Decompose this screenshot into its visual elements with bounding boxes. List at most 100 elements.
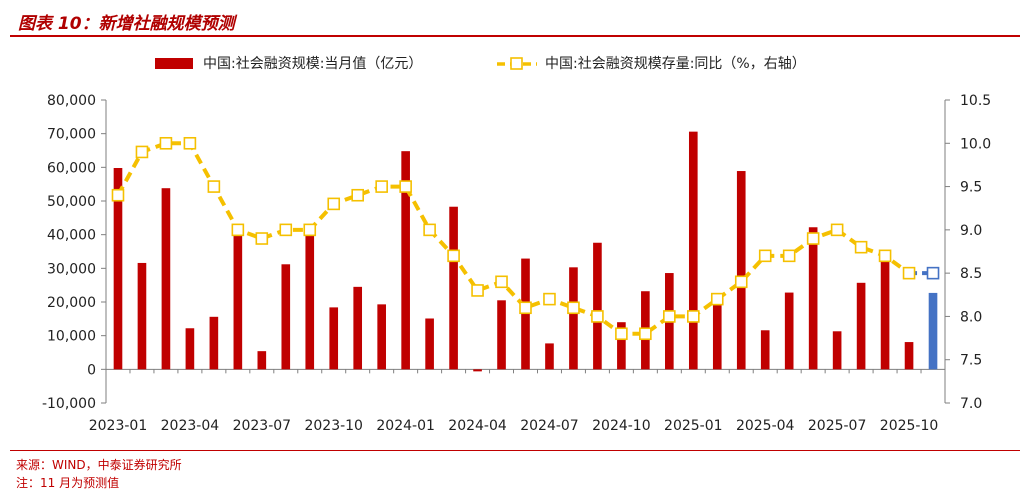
bar [497,300,506,370]
bar [736,171,746,370]
left-tick-label: 30,000 [47,261,96,277]
bar [281,264,291,370]
right-tick-label: 9.5 [960,180,982,196]
bar [185,328,195,370]
yoy-marker [543,292,556,306]
legend-label-bar: 中国:社会融资规模:当月值（亿元） [203,56,422,72]
yoy-marker [135,145,149,159]
bar [233,226,243,370]
bar [377,304,386,370]
bar [904,342,914,370]
bar [305,230,315,370]
yoy-marker [878,249,892,263]
left-tick-label: 0 [87,362,96,378]
line-series [111,136,940,341]
right-tick-label: 8.5 [960,266,982,282]
bar [545,343,554,370]
yoy-marker [423,223,436,237]
bar [425,318,434,370]
x-tick-label: 2025-07 [808,418,867,434]
yoy-marker [255,232,269,245]
left-tick-label: 60,000 [47,160,96,176]
left-tick-label: 80,000 [47,93,96,109]
bar-series [113,131,938,372]
x-tick-label: 2024-04 [448,418,507,434]
yoy-marker [207,180,221,193]
right-tick-label: 10.5 [960,93,991,109]
bar [401,151,410,370]
bar [617,322,626,370]
x-tick-label: 2024-01 [376,418,435,434]
legend-label-line: 中国:社会融资规模存量:同比（%，右轴） [545,56,806,72]
left-tick-label: 50,000 [47,194,96,210]
x-tick-label: 2023-07 [233,418,292,434]
x-tick-label: 2024-07 [520,418,579,434]
yoy-marker [710,292,724,306]
yoy-marker [375,180,388,193]
x-tick-label: 2023-10 [304,418,363,434]
yoy-marker [327,197,341,211]
yoy-marker [399,180,412,193]
yoy-marker [902,266,916,280]
yoy-marker [615,327,628,341]
bar [928,292,938,370]
bar [569,267,578,370]
forecast-note: 注：11 月为预测值 [16,476,120,490]
bar [113,168,123,370]
bar [449,206,458,370]
yoy-marker [686,310,700,323]
bar [712,293,722,370]
bar [161,188,171,370]
yoy-marker [303,223,317,237]
x-tick-label: 2025-10 [880,418,939,434]
figure-title: 图表 10：新增社融规模预测 [18,14,235,34]
x-tick-label: 2023-04 [161,418,220,434]
yoy-marker [231,223,245,237]
bar [808,227,818,370]
bar [593,242,602,370]
yoy-marker [854,240,868,254]
x-tick-label: 2024-10 [592,418,651,434]
yoy-marker [279,223,293,237]
bar [688,131,698,370]
left-tick-label: 40,000 [47,228,96,244]
right-tick-label: 9.0 [960,223,982,239]
x-tick-label: 2025-01 [664,418,723,434]
yoy-marker [806,232,820,245]
yoy-marker [351,188,365,202]
bar [137,262,147,370]
bar [329,307,339,370]
left-tick-label: -10,000 [42,396,96,412]
legend-bar-swatch [155,58,193,69]
right-tick-label: 10.0 [960,136,991,152]
yoy-marker [591,310,604,323]
bar [473,369,482,372]
yoy-line [116,141,911,336]
yoy-marker [495,275,508,289]
yoy-marker [111,188,125,202]
x-tick-label: 2025-04 [736,418,795,434]
bar [856,282,866,370]
yoy-marker [567,301,580,315]
axes: -10,000 0 10,000 20,000 30,000 40,000 50,000 60… [42,93,991,434]
bar [784,292,794,370]
yoy-marker [734,275,748,289]
bar [257,351,267,370]
yoy-marker [447,249,460,263]
bar [209,316,219,370]
source-note: 来源：WIND，中泰证券研究所 [16,458,182,472]
left-tick-label: 20,000 [47,295,96,311]
yoy-marker [183,136,197,150]
left-tick-label: 70,000 [47,127,96,143]
bar [880,250,890,370]
yoy-marker [782,249,796,263]
yoy-marker [519,301,532,315]
bar [353,286,363,370]
yoy-marker [758,249,772,263]
yoy-marker [159,136,173,150]
yoy-marker [471,284,484,297]
legend-marker-swatch [510,57,523,70]
yoy-marker [830,223,844,237]
legend: 中国:社会融资规模:当月值（亿元） 中国:社会融资规模存量:同比（%，右轴） [155,56,806,72]
bar [760,330,770,370]
